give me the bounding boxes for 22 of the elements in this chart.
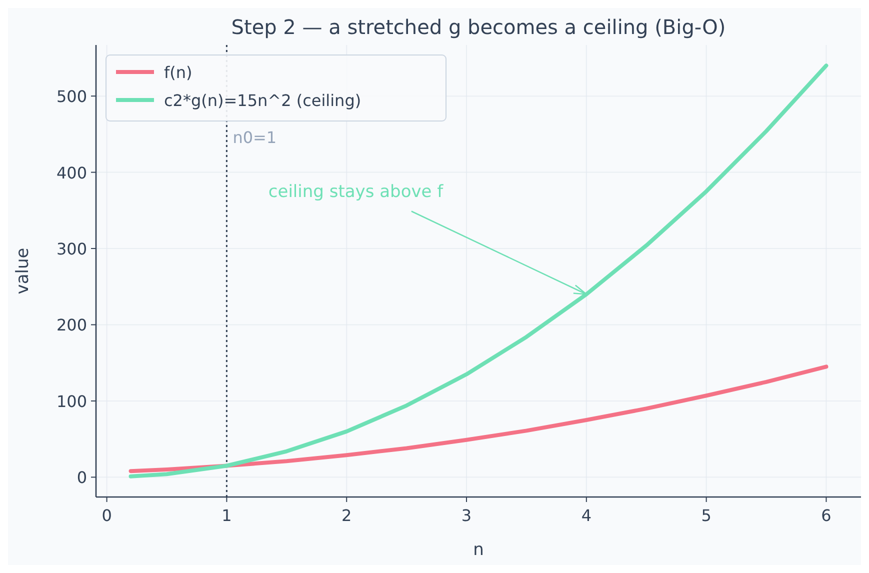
annotation: ceiling stays above f [268, 182, 444, 202]
y-axis-title: value [13, 248, 33, 294]
x-tick-label: 2 [342, 506, 352, 525]
x-tick-label: 1 [222, 506, 232, 525]
y-tick-label: 300 [56, 240, 87, 259]
x-axis-title: n [473, 540, 484, 560]
chart-title: Step 2 — a stretched g becomes a ceiling (Big-O) [231, 15, 726, 39]
x-tick-label: 3 [461, 506, 472, 525]
legend-label: c2*g(n)=15n^2 (ceiling) [164, 91, 362, 110]
y-tick-label: 500 [56, 87, 87, 106]
y-tick-label: 200 [56, 316, 87, 335]
ref-line-label: n0=1 [232, 128, 277, 147]
y-tick-label: 0 [76, 468, 87, 488]
x-tick-label: 4 [581, 506, 592, 525]
line-series [128, 364, 828, 474]
line-series [128, 64, 828, 478]
x-tick-label: 5 [701, 506, 712, 525]
legend-label: f(n) [164, 63, 192, 82]
y-tick-label: 100 [56, 392, 87, 411]
x-tick-label: 0 [102, 506, 112, 525]
y-tick-label: 400 [56, 163, 87, 182]
x-tick-label: 6 [821, 506, 832, 525]
